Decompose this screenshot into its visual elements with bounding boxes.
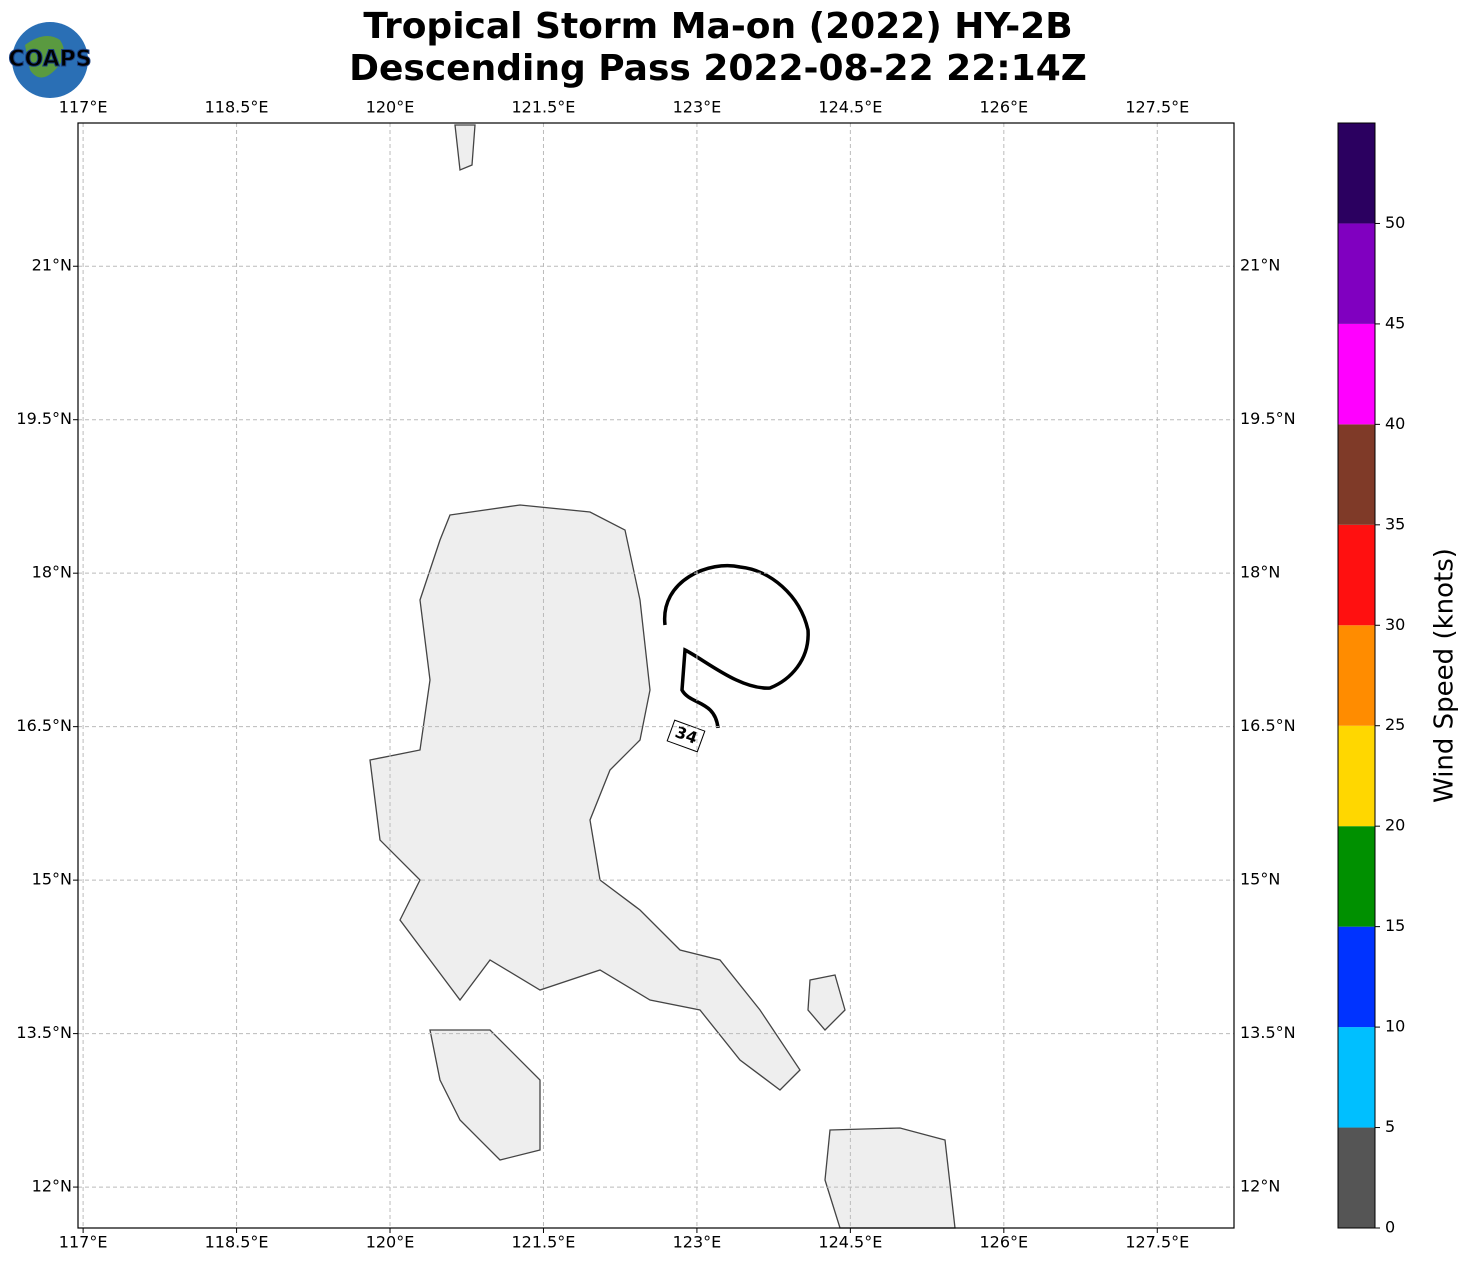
- contour-label-box: [666, 719, 706, 753]
- x-tick-label: 118.5°E: [205, 98, 269, 117]
- colorbar-segment: [1338, 123, 1375, 224]
- x-tick-label: 126°E: [979, 98, 1028, 117]
- colorbar-tick-label: 10: [1385, 1017, 1405, 1036]
- chart-title: Tropical Storm Ma-on (2022) HY-2B: [363, 6, 1072, 47]
- x-tick-label: 121.5°E: [512, 1233, 576, 1252]
- y-tick-label: 12°N: [32, 1177, 72, 1196]
- land: [369, 124, 956, 1229]
- x-tick-label: 127.5°E: [1125, 1233, 1189, 1252]
- map-frame: [77, 122, 1235, 1229]
- colorbar-tick-label: 30: [1385, 615, 1405, 634]
- colorbar-segment: [1338, 1127, 1375, 1228]
- colorbar-segment: [1338, 725, 1375, 827]
- colorbar-tick-label: 45: [1385, 313, 1405, 332]
- axes: 117°E 117°E 118.5°E 118.5°E 120°E 120°E 121.5°…: [16, 98, 1459, 1252]
- map-area: [78, 123, 1234, 1228]
- x-tick-label: 126°E: [979, 1233, 1028, 1252]
- x-tick-label: 124.5°E: [818, 98, 882, 117]
- x-tick-label: 127.5°E: [1125, 98, 1189, 117]
- y-tick-label: 19.5°N: [16, 409, 72, 428]
- samar: [824, 1127, 956, 1229]
- luzon: [369, 504, 801, 1091]
- batanes: [454, 124, 476, 171]
- colorbar-segment: [1338, 625, 1375, 726]
- colorbar-tick-label: 15: [1385, 916, 1405, 935]
- y-tick-label: 18°N: [1240, 563, 1280, 582]
- colorbar-segment: [1338, 323, 1375, 425]
- catanduanes: [807, 974, 846, 1031]
- colorbar-segment: [1338, 524, 1375, 626]
- colorbar-segment: [1338, 424, 1375, 525]
- chart-subtitle: Descending Pass 2022-08-22 22:14Z: [349, 48, 1087, 89]
- logo-text: COAPS: [8, 47, 91, 72]
- y-tick-label: 21°N: [32, 256, 72, 275]
- colorbar-segment: [1338, 223, 1375, 324]
- colorbar-segment: [1338, 826, 1375, 927]
- mindoro: [429, 1029, 541, 1161]
- x-tick-label: 117°E: [59, 1233, 108, 1252]
- colorbar-tick-label: 40: [1385, 414, 1405, 433]
- colorbar-frame: [1337, 122, 1376, 1229]
- colorbar-tick-label: 50: [1385, 213, 1405, 232]
- colorbar-tick-label: 20: [1385, 816, 1405, 835]
- y-tick-label: 15°N: [1240, 870, 1280, 889]
- x-tick-label: 117°E: [59, 98, 108, 117]
- x-tick-label: 118.5°E: [205, 1233, 269, 1252]
- logo: COAPS: [8, 22, 92, 98]
- y-tick-label: 12°N: [1240, 1177, 1280, 1196]
- x-tick-label: 121.5°E: [512, 98, 576, 117]
- y-tick-label: 13.5°N: [16, 1023, 72, 1042]
- colorbar-tick-label: 5: [1385, 1117, 1395, 1136]
- colorbar-label: Wind Speed (knots): [1430, 548, 1460, 803]
- y-tick-label: 21°N: [1240, 256, 1280, 275]
- x-tick-label: 123°E: [673, 1233, 722, 1252]
- colorbar-segment: [1338, 926, 1375, 1028]
- y-tick-label: 16.5°N: [16, 716, 72, 735]
- y-tick-label: 19.5°N: [1240, 409, 1296, 428]
- colorbar-tick-label: 35: [1385, 514, 1405, 533]
- y-tick-label: 18°N: [32, 563, 72, 582]
- logo-land: [25, 36, 64, 78]
- x-tick-label: 120°E: [366, 1233, 415, 1252]
- x-tick-label: 120°E: [366, 98, 415, 117]
- x-tick-label: 124.5°E: [818, 1233, 882, 1252]
- y-tick-label: 15°N: [32, 870, 72, 889]
- contour-34kt: [663, 563, 810, 729]
- colorbar-segment: [1338, 1027, 1375, 1128]
- colorbar-tick-label: 25: [1385, 715, 1405, 734]
- x-tick-label: 123°E: [673, 98, 722, 117]
- colorbar-tick-label: 0: [1385, 1218, 1395, 1237]
- y-tick-label: 13.5°N: [1240, 1023, 1296, 1042]
- y-tick-label: 16.5°N: [1240, 716, 1296, 735]
